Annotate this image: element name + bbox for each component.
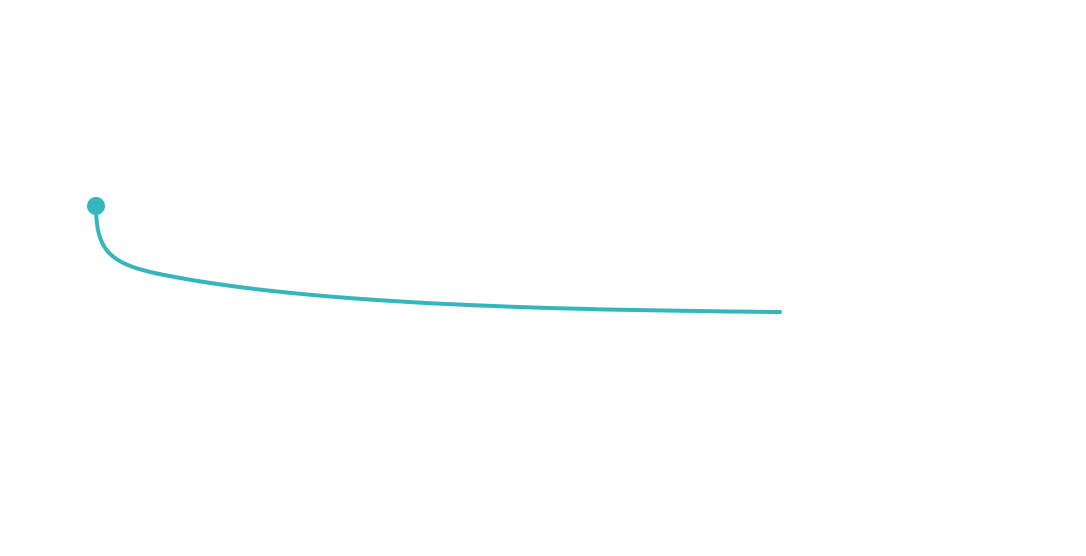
connector-line[interactable] [94,204,782,314]
connector-start-handle[interactable] [87,197,105,215]
